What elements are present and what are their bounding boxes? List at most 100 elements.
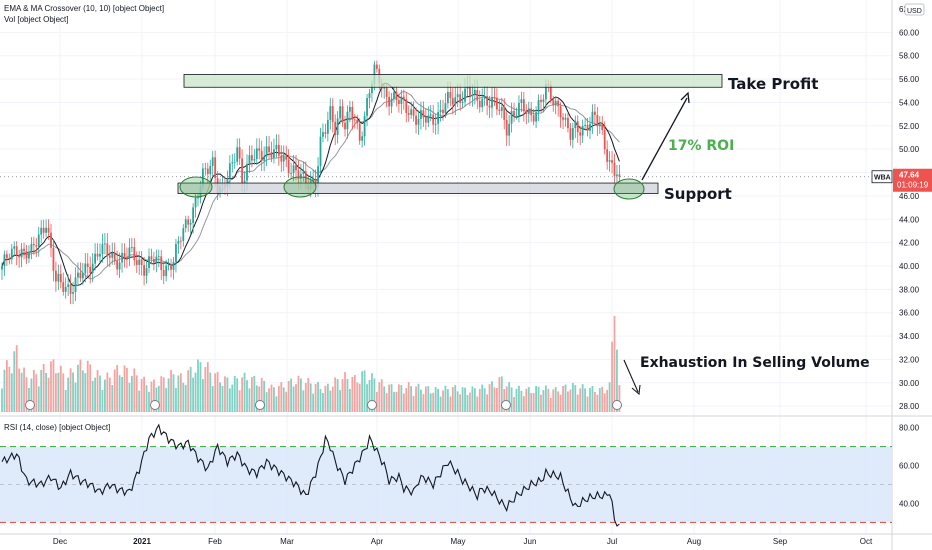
volume-bar — [571, 382, 574, 412]
candle-body — [179, 240, 182, 242]
candle-body — [297, 170, 300, 179]
price-tick-label: 50.00 — [899, 145, 920, 154]
volume-bar — [94, 377, 96, 412]
volume-bar — [99, 375, 101, 412]
indicator-label-rsi[interactable]: RSI (14, close) [object Object] — [4, 423, 111, 432]
volume-bar — [513, 396, 515, 412]
candle-body — [40, 227, 43, 235]
volume-bar — [422, 394, 425, 412]
volume-bar — [398, 384, 400, 412]
volume-bar — [72, 372, 74, 412]
volume-bar — [297, 375, 300, 412]
candle-body — [508, 123, 511, 136]
indicator-label-vol[interactable]: Vol [object Object] — [4, 15, 69, 24]
symbol-label: WBA — [874, 175, 891, 182]
volume-bar — [522, 396, 525, 412]
candle-body — [121, 252, 123, 263]
candle-body — [206, 168, 209, 175]
volume-bar — [518, 385, 520, 412]
price-axis[interactable]: 62USD60.0058.0056.0054.0052.0050.0048.00… — [871, 3, 932, 508]
volume-bar — [228, 388, 231, 412]
candle-body — [108, 255, 111, 258]
volume-bar — [353, 375, 356, 412]
volume-bar — [393, 391, 395, 412]
volume-bar — [505, 386, 508, 412]
volume-bar — [579, 388, 582, 412]
volume-bar — [189, 366, 192, 412]
candle-body — [591, 111, 594, 124]
candle-body — [133, 247, 136, 261]
candle-body — [3, 254, 6, 266]
candle-body — [537, 99, 540, 113]
volume-bar — [216, 371, 219, 412]
candle-body — [346, 111, 349, 130]
candle-body — [530, 108, 533, 116]
volume-bar — [221, 385, 224, 412]
candle-body — [616, 174, 618, 176]
candle-body — [130, 247, 133, 248]
candlesticks — [1, 60, 621, 305]
candle-body — [611, 160, 613, 163]
volume-bar — [182, 382, 185, 412]
volume-bar — [167, 378, 170, 412]
candle-body — [459, 94, 462, 103]
volume-bar — [52, 359, 55, 412]
price-tick-label: 32.00 — [899, 355, 920, 364]
volume-bar — [508, 382, 511, 412]
indicator-label-ema[interactable]: EMA & MA Crossover (10, 10) [object Obje… — [4, 4, 165, 13]
candle-body — [520, 99, 523, 103]
volume-bar — [148, 391, 150, 412]
volume-bar — [211, 386, 214, 412]
volume-bar — [197, 359, 199, 412]
volume-bar — [307, 378, 310, 412]
candle-body — [312, 178, 315, 181]
volume-bar — [133, 368, 136, 412]
candle-body — [532, 115, 535, 122]
time-tick-label: 2021 — [133, 537, 151, 546]
candle-body — [214, 157, 217, 179]
volume-bar — [331, 386, 334, 412]
volume-bar — [111, 385, 114, 412]
volume-bar — [204, 366, 207, 412]
volume-bar — [140, 378, 143, 412]
candle-body — [584, 124, 586, 126]
candle-body — [175, 243, 177, 263]
candle-body — [569, 128, 572, 140]
candle-body — [456, 94, 459, 98]
candle-body — [32, 243, 35, 246]
candle-body — [442, 109, 444, 114]
candle-body — [383, 87, 386, 89]
volume-bar — [380, 379, 383, 412]
candle-body — [410, 109, 413, 115]
volume-bar — [18, 368, 21, 412]
candle-body — [341, 106, 344, 123]
candle-body — [25, 251, 28, 259]
volume-bar — [464, 387, 466, 412]
candle-body — [52, 247, 55, 271]
candle-body — [57, 273, 60, 282]
candle-body — [263, 156, 266, 161]
volume-bar — [153, 379, 155, 412]
candle-body — [449, 91, 452, 99]
candle-body — [74, 277, 77, 293]
volume-bar — [69, 368, 72, 412]
candle-body — [601, 124, 604, 130]
price-tick-label: 54.00 — [899, 98, 920, 107]
candle-body — [10, 248, 13, 260]
volume-bar — [123, 365, 126, 412]
candle-body — [194, 197, 197, 208]
volume-bar — [184, 384, 187, 412]
time-axis[interactable]: Dec 2021 Feb Mar Apr May Jun Jul Aug Sep Oct — [53, 537, 873, 546]
time-tick-label: Aug — [687, 537, 701, 546]
candle-body — [496, 97, 498, 110]
currency-box — [904, 3, 925, 16]
candle-body — [437, 112, 439, 124]
candle-body — [84, 263, 87, 274]
volume-bar — [459, 394, 462, 412]
candle-body — [30, 243, 33, 252]
volume-bar — [598, 388, 601, 412]
time-tick-label: Oct — [860, 537, 873, 546]
support-touch-circle — [613, 178, 645, 200]
volume-bar — [118, 375, 121, 412]
